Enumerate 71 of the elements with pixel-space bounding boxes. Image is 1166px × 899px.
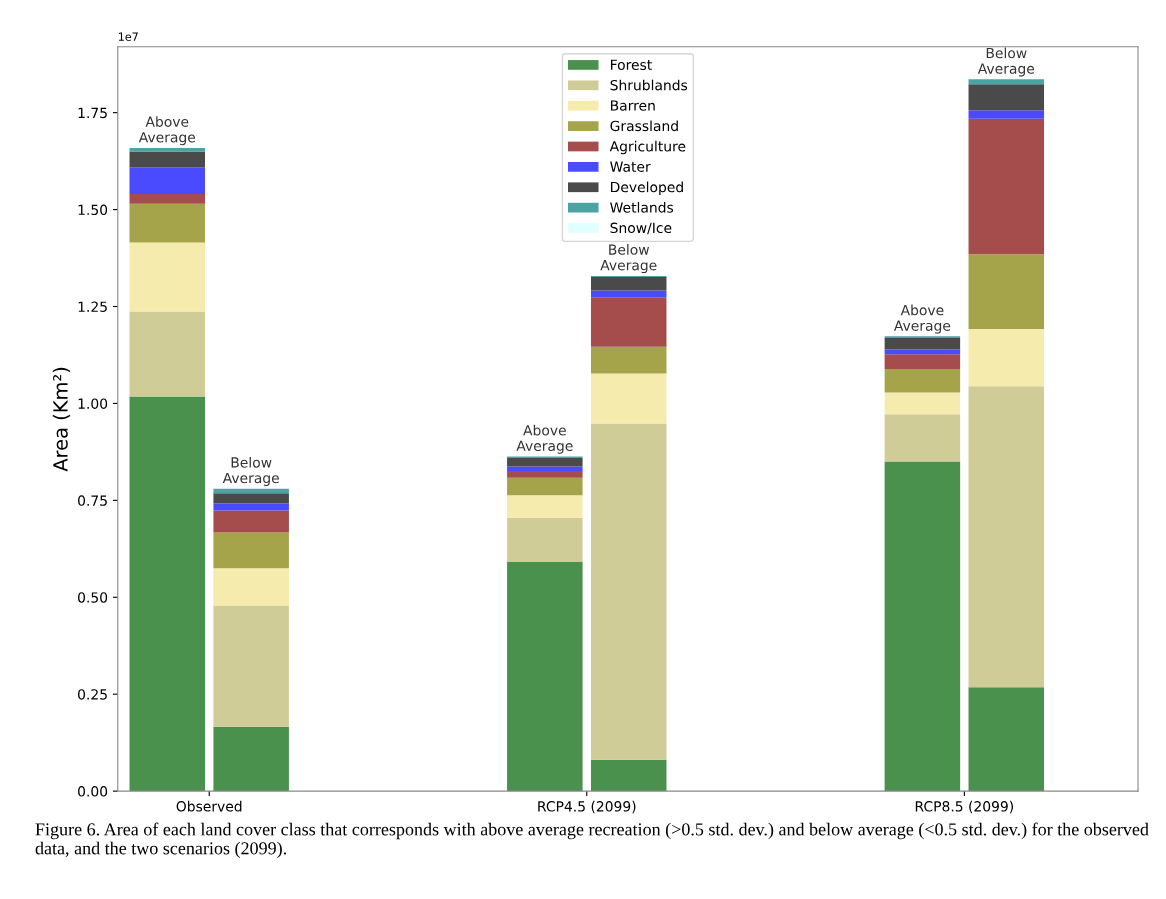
- legend-label: Developed: [611, 181, 683, 196]
- bar: [507, 495, 583, 518]
- bar: [590, 297, 667, 347]
- y-axis-title: Area (Km²): [52, 367, 71, 472]
- bar: [590, 423, 667, 760]
- legend-label: Wetlands: [610, 201, 674, 213]
- x-tick-label: Observed: [176, 800, 242, 812]
- bar: [129, 194, 206, 204]
- bar: [213, 503, 289, 511]
- bar: [968, 118, 1045, 255]
- bar: [968, 254, 1045, 329]
- bar: [213, 605, 289, 727]
- bar: [884, 354, 961, 369]
- bar: [129, 242, 206, 312]
- annotation: Below Average: [222, 456, 279, 486]
- bar: [129, 167, 206, 195]
- y-tick-label: 1.25: [78, 301, 107, 312]
- x-tick-label: RCP4.5 (2099): [538, 800, 636, 814]
- y-tick-label: 0.50: [78, 592, 108, 603]
- annotation: Below Average: [977, 47, 1035, 77]
- bar: [129, 311, 206, 397]
- bar: [507, 561, 583, 792]
- bar: [884, 392, 961, 415]
- x-tick-label: RCP8.5 (2099): [915, 800, 1013, 814]
- bar: [884, 461, 961, 792]
- bar: [590, 373, 667, 424]
- bar: [213, 510, 289, 533]
- bar: [884, 337, 961, 350]
- y-tick-label: 1.00: [78, 398, 108, 409]
- y-tick-label: 0.75: [78, 495, 107, 506]
- bar: [213, 726, 289, 792]
- bar: [213, 532, 289, 569]
- text: 1e7: [118, 32, 138, 41]
- legend-label: Snow/Ice: [610, 222, 672, 235]
- annotation: Above Average: [893, 304, 951, 334]
- y-tick-label: 1.75: [78, 107, 107, 119]
- bar: [507, 470, 583, 478]
- legend-label: Agriculture: [609, 140, 686, 155]
- bar: [968, 687, 1045, 792]
- bar: [129, 396, 206, 792]
- bar: [507, 477, 583, 496]
- legend-label: Shrublands: [610, 79, 688, 91]
- bar: [129, 203, 206, 243]
- y-tick-label: 1.50: [78, 204, 108, 216]
- legend-label: Grassland: [610, 120, 678, 132]
- bar: [590, 290, 667, 298]
- bar: [213, 568, 289, 606]
- bar: [213, 493, 289, 504]
- y-tick-label: 0.25: [78, 689, 107, 700]
- annotation: Above Average: [516, 424, 573, 454]
- legend-label: Barren: [611, 100, 655, 111]
- annotation: Above Average: [138, 116, 196, 146]
- legend-label: Forest: [611, 59, 652, 70]
- bar: [968, 84, 1045, 111]
- bar: [129, 151, 206, 168]
- bar: [968, 328, 1045, 387]
- bar: [884, 414, 961, 462]
- bar: [590, 346, 667, 374]
- bar: [590, 759, 667, 792]
- bar: [884, 368, 961, 393]
- bar: [968, 79, 1045, 85]
- annotation: Below Average: [600, 244, 657, 274]
- caption: Figure 6. Area of each land cover class that corresponds with above average recreation (>0.5 std. dev.) and below average (<0.5 std. dev.) for the observed data, and the two scenarios (2099).: [35, 822, 1149, 859]
- legend-label: Water: [610, 161, 651, 172]
- bar: [968, 386, 1045, 688]
- bar: [507, 466, 583, 471]
- bar: [590, 277, 667, 291]
- bar: [968, 110, 1045, 119]
- y-tick-label: 0.00: [78, 786, 108, 797]
- bar: [507, 458, 583, 467]
- bar: [507, 517, 583, 562]
